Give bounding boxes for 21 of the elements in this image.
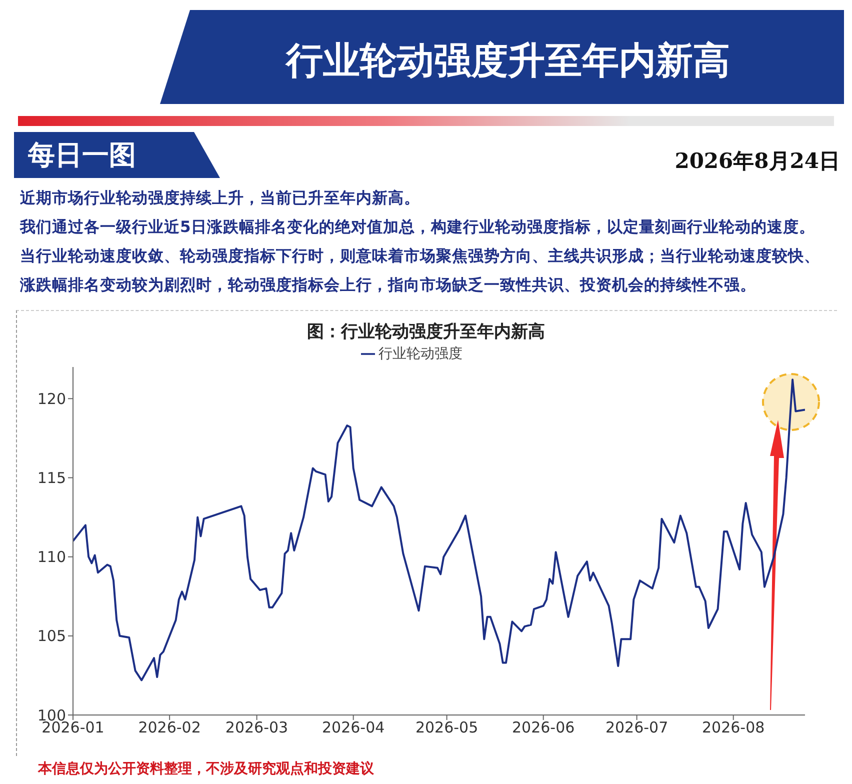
chart-subtitle: 图：行业轮动强度升至年内新高 [306,321,546,343]
x-tick-label: 2026-06 [512,718,575,737]
y-tick-label: 105 [37,627,66,646]
x-tick-label: 2026-03 [225,718,288,737]
y-tick-label: 110 [37,548,66,566]
y-tick-label: 115 [37,469,66,488]
chart-title: 行业轮动强度升至年内新高 [284,38,731,84]
x-tick-label: 2026-04 [322,718,385,737]
x-tick-label: 2026-07 [605,718,668,737]
text: 近期市场行业轮动强度持续上升，当前已升至年内新高。 [20,188,421,209]
text: 每日一图 [28,139,136,173]
line-series [73,378,805,682]
x-tick-label: 2026-08 [702,718,765,737]
text: 我们通过各一级行业近5日涨跌幅排名变化的绝对值加总，构建行业轮动强度指标，以定量刻画行业轮动的速度。 [20,217,816,238]
y-tick-label: 120 [37,390,66,408]
x-tick-label: 2026-02 [138,718,201,737]
text: 当行业轮动速度收敛、轮动强度指标下行时，则意味着市场聚焦强势方向、主线共识形成；当行业轮动速度较快、涨跌幅排名变动较为剧烈时，轮动强度指标会上行，指向市场缺乏一致性共识、投资机会的持续性不强。 [20,246,821,296]
x-tick-label: 2026-05 [415,718,478,737]
legend-label: 行业轮动强度 [378,346,462,362]
text: 2026年8月24日 [674,147,840,175]
text: 本信息仅为公开资料整理，不涉及研究观点和投资建议 [38,760,374,778]
